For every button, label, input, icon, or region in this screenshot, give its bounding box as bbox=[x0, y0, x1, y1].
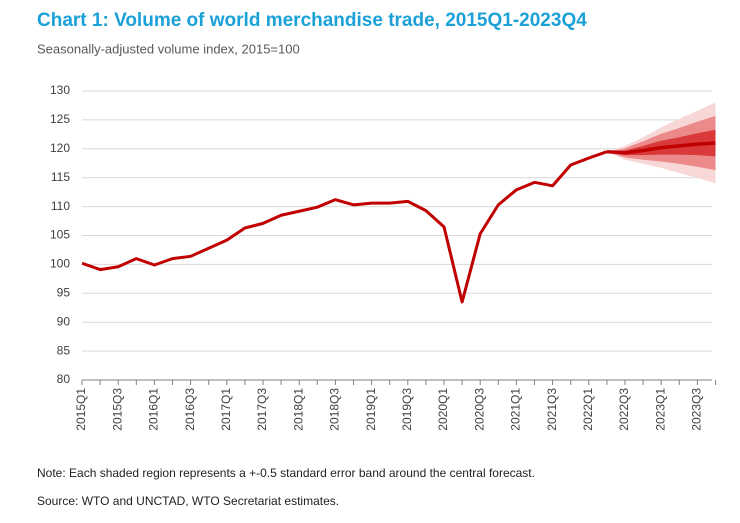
y-tick-label: 130 bbox=[50, 83, 70, 97]
y-tick-label: 105 bbox=[50, 228, 70, 242]
y-tick-label: 110 bbox=[51, 199, 70, 213]
x-tick-label: 2020Q1 bbox=[436, 388, 450, 431]
chart-subtitle: Seasonally-adjusted volume index, 2015=1… bbox=[37, 41, 300, 56]
y-tick-label: 90 bbox=[57, 314, 71, 328]
x-tick-label: 2019Q3 bbox=[400, 388, 414, 431]
note: Note: Each shaded region represents a +-… bbox=[37, 466, 535, 480]
x-tick-label: 2021Q3 bbox=[545, 388, 559, 431]
y-tick-label: 95 bbox=[57, 285, 71, 299]
x-tick-label: 2018Q3 bbox=[328, 388, 342, 431]
x-tick-label: 2015Q1 bbox=[74, 388, 88, 431]
x-tick-label: 2021Q1 bbox=[509, 388, 523, 431]
y-tick-label: 100 bbox=[50, 257, 70, 271]
forecast-band bbox=[606, 129, 716, 157]
x-tick-label: 2022Q1 bbox=[581, 388, 595, 431]
series-line bbox=[606, 141, 716, 155]
x-tick-label: 2017Q1 bbox=[219, 388, 233, 431]
y-tick-label: 120 bbox=[50, 141, 70, 155]
x-tick-label: 2015Q3 bbox=[110, 388, 124, 431]
x-tick-label: 2022Q3 bbox=[617, 388, 631, 431]
y-tick-label: 85 bbox=[57, 343, 71, 357]
x-tick-label: 2023Q1 bbox=[653, 388, 667, 431]
x-tick-label: 2017Q3 bbox=[255, 388, 269, 431]
x-tick-label: 2016Q3 bbox=[183, 388, 197, 431]
y-tick-label: 80 bbox=[57, 372, 71, 386]
y-tick-label: 115 bbox=[51, 170, 70, 184]
x-tick-label: 2023Q3 bbox=[690, 388, 704, 431]
source: Source: WTO and UNCTAD, WTO Secretariat … bbox=[37, 494, 339, 508]
x-tick-label: 2018Q1 bbox=[291, 388, 305, 431]
y-tick-label: 125 bbox=[50, 112, 70, 126]
x-tick-label: 2016Q1 bbox=[147, 388, 161, 431]
series-line bbox=[81, 150, 608, 304]
x-tick-label: 2019Q1 bbox=[364, 388, 378, 431]
x-tick-label: 2020Q3 bbox=[472, 388, 486, 431]
chart-title: Chart 1: Volume of world merchandise tra… bbox=[37, 10, 587, 31]
